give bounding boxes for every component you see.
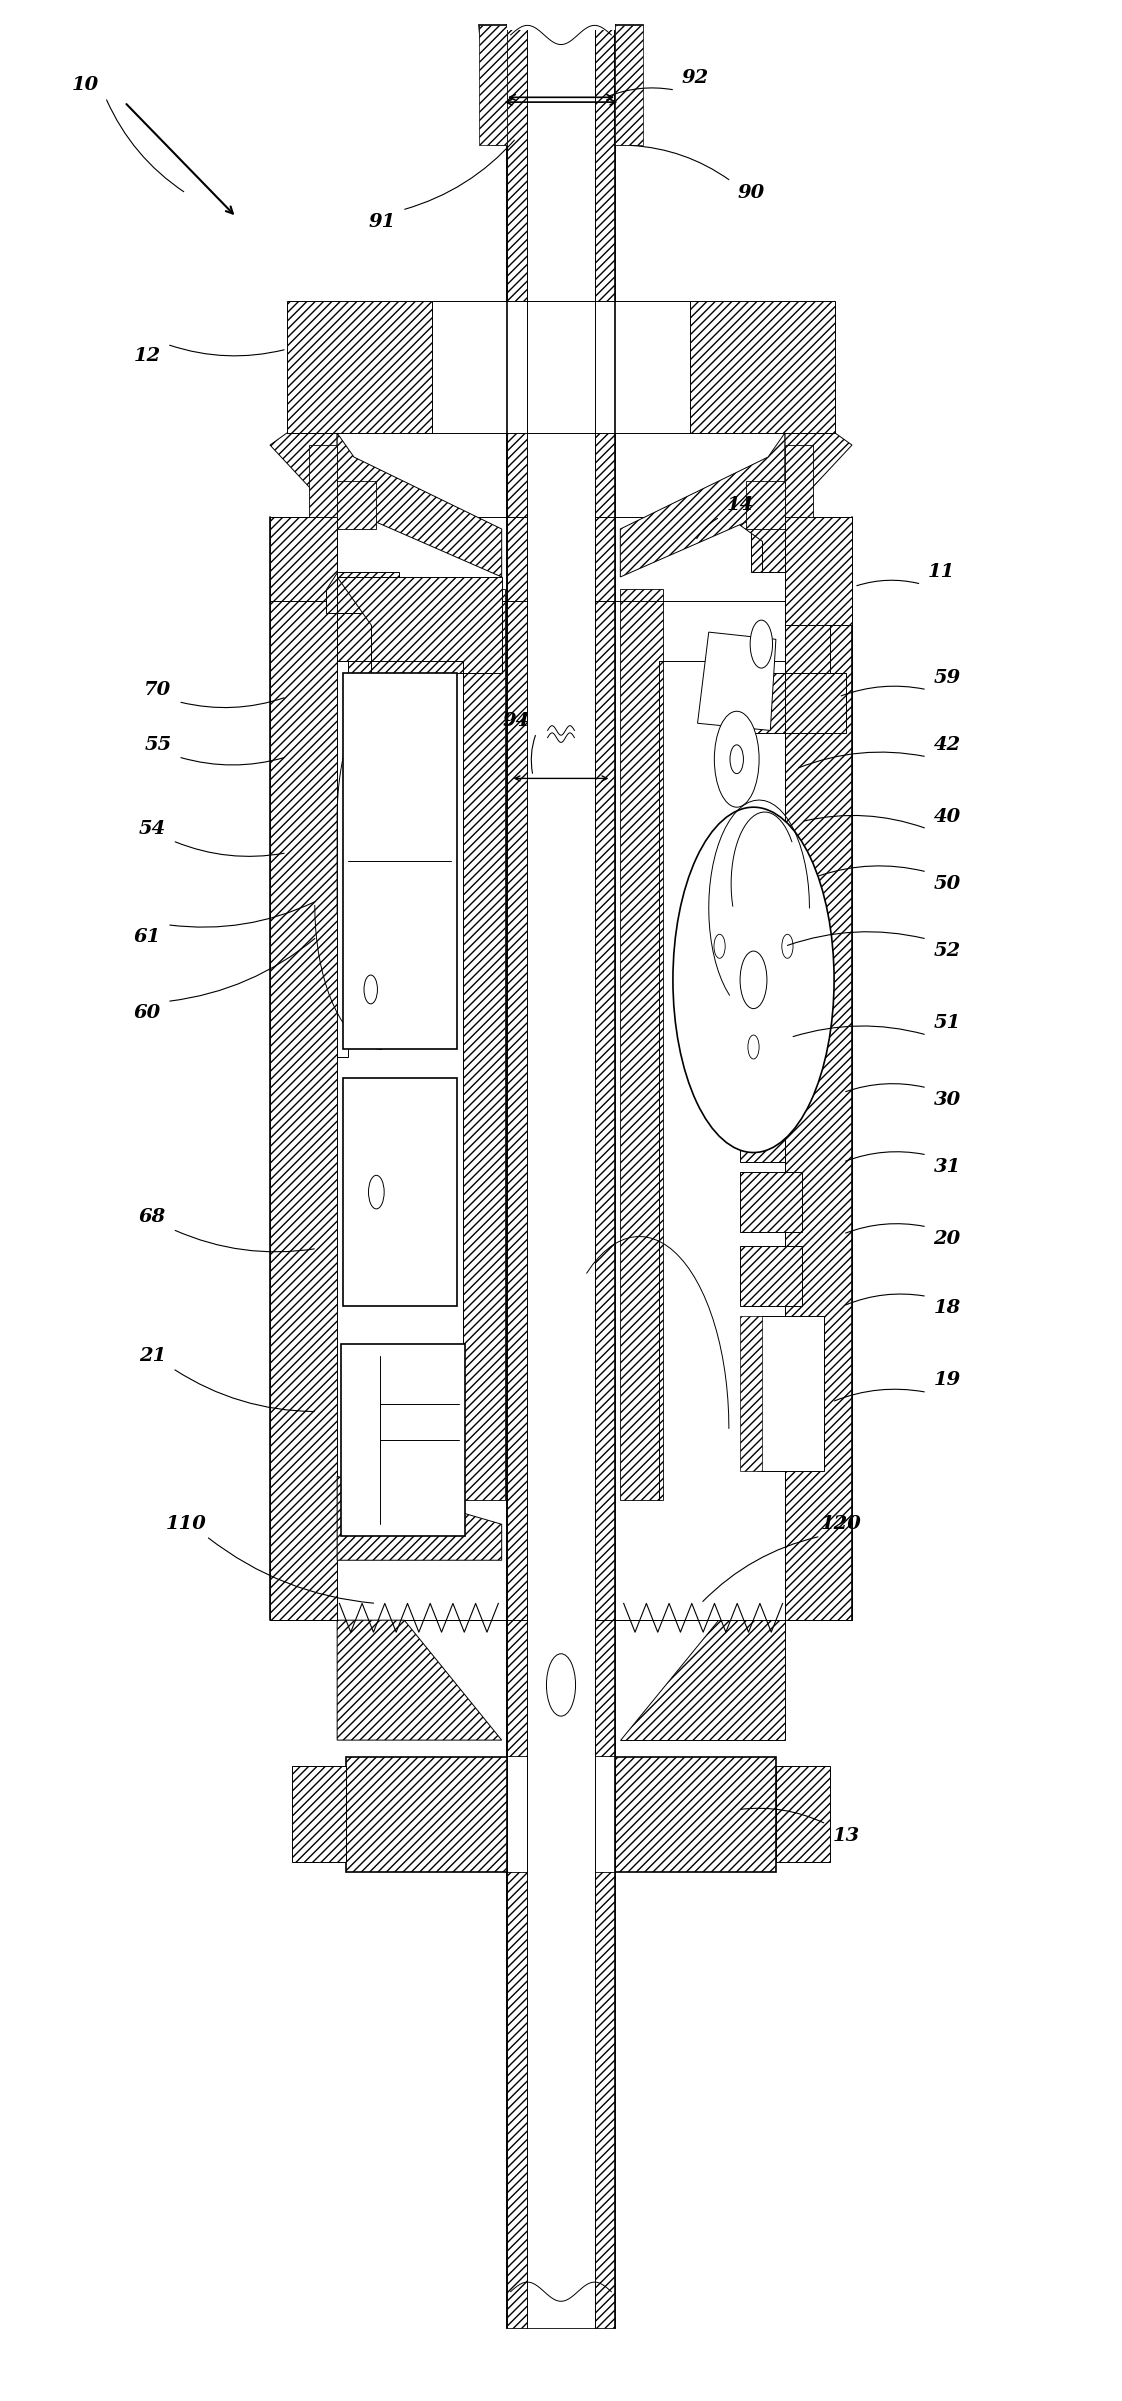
- Text: 30: 30: [934, 1090, 960, 1109]
- Bar: [342, 1078, 457, 1306]
- Bar: [507, 1758, 615, 1873]
- Text: 68: 68: [139, 1208, 166, 1227]
- Polygon shape: [620, 432, 785, 576]
- Circle shape: [748, 1035, 760, 1059]
- Text: 50: 50: [934, 874, 960, 893]
- Bar: [741, 1032, 785, 1092]
- Bar: [337, 660, 449, 1621]
- Bar: [741, 1316, 763, 1472]
- Polygon shape: [337, 1621, 502, 1741]
- Text: 42: 42: [934, 735, 960, 754]
- Bar: [785, 516, 852, 624]
- Bar: [337, 672, 398, 732]
- Text: 120: 120: [820, 1515, 862, 1534]
- Bar: [337, 612, 381, 672]
- Polygon shape: [615, 26, 643, 146]
- Text: 52: 52: [934, 941, 960, 960]
- Bar: [741, 1102, 785, 1162]
- Text: 94: 94: [503, 711, 530, 730]
- Bar: [337, 571, 398, 612]
- Text: 70: 70: [145, 679, 172, 699]
- Bar: [337, 660, 348, 1056]
- Bar: [310, 444, 337, 516]
- Bar: [337, 480, 376, 528]
- Text: 110: 110: [166, 1515, 206, 1534]
- Bar: [507, 26, 615, 2327]
- Bar: [615, 26, 643, 146]
- Text: 20: 20: [934, 1229, 960, 1249]
- Bar: [340, 1345, 465, 1537]
- Bar: [746, 480, 785, 528]
- Circle shape: [368, 1176, 384, 1208]
- Bar: [507, 22, 615, 31]
- Polygon shape: [327, 571, 337, 612]
- Text: 19: 19: [934, 1371, 960, 1390]
- Polygon shape: [337, 576, 502, 672]
- Polygon shape: [620, 1621, 785, 1741]
- Circle shape: [714, 934, 725, 958]
- Polygon shape: [337, 732, 376, 816]
- Polygon shape: [698, 631, 776, 730]
- Bar: [690, 300, 835, 432]
- Text: 31: 31: [934, 1157, 960, 1176]
- Text: 14: 14: [726, 497, 754, 514]
- Bar: [527, 26, 595, 2327]
- Text: 12: 12: [134, 348, 160, 365]
- Text: 59: 59: [934, 670, 960, 687]
- Text: 92: 92: [682, 70, 709, 86]
- Bar: [741, 1246, 801, 1306]
- Text: 18: 18: [934, 1299, 960, 1318]
- Text: 13: 13: [833, 1827, 861, 1844]
- Text: 55: 55: [145, 735, 172, 754]
- Circle shape: [546, 1654, 576, 1717]
- Text: 90: 90: [737, 185, 765, 202]
- Polygon shape: [729, 516, 840, 571]
- Circle shape: [715, 711, 760, 807]
- Bar: [462, 588, 505, 1501]
- Text: 21: 21: [139, 1347, 166, 1366]
- Bar: [432, 300, 690, 432]
- Bar: [507, 26, 527, 2327]
- Circle shape: [730, 744, 744, 773]
- Circle shape: [673, 807, 834, 1152]
- Polygon shape: [337, 816, 404, 912]
- Bar: [746, 672, 785, 732]
- Text: 60: 60: [134, 1004, 160, 1023]
- Bar: [776, 1767, 829, 1863]
- Bar: [741, 1172, 801, 1232]
- Polygon shape: [732, 872, 776, 1148]
- Bar: [752, 516, 785, 571]
- Bar: [785, 672, 846, 732]
- Circle shape: [751, 619, 773, 667]
- Circle shape: [741, 951, 767, 1008]
- Polygon shape: [690, 432, 852, 516]
- Text: 91: 91: [368, 214, 396, 230]
- Bar: [342, 672, 457, 1049]
- Bar: [595, 26, 615, 2327]
- Polygon shape: [479, 26, 507, 146]
- Bar: [785, 612, 829, 672]
- Bar: [620, 588, 663, 1501]
- Bar: [479, 26, 507, 146]
- Text: 51: 51: [934, 1013, 960, 1032]
- Bar: [757, 1316, 824, 1472]
- Polygon shape: [337, 1477, 502, 1561]
- Bar: [293, 1767, 346, 1863]
- Bar: [785, 571, 846, 612]
- Text: 10: 10: [72, 77, 99, 94]
- Text: 54: 54: [139, 819, 166, 838]
- Polygon shape: [337, 432, 502, 576]
- Circle shape: [782, 934, 793, 958]
- Bar: [287, 300, 432, 432]
- Bar: [785, 444, 812, 516]
- Bar: [270, 516, 337, 1621]
- Bar: [346, 1758, 776, 1873]
- Text: 61: 61: [134, 927, 160, 946]
- Bar: [785, 516, 852, 1621]
- Text: 11: 11: [928, 564, 955, 581]
- Polygon shape: [270, 432, 432, 516]
- Circle shape: [364, 975, 377, 1004]
- Text: 40: 40: [934, 807, 960, 826]
